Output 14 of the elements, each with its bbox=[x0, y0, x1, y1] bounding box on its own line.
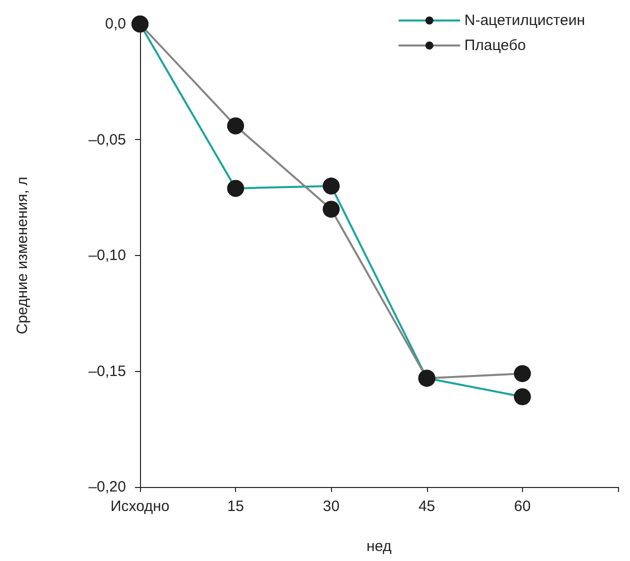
legend-label: N-ацетилцистеин bbox=[464, 12, 586, 29]
x-tick-label: 45 bbox=[418, 498, 436, 515]
x-tick-label: 30 bbox=[322, 498, 340, 515]
x-tick-label: 60 bbox=[514, 498, 531, 515]
y-tick-label: –0,10 bbox=[88, 247, 126, 264]
x-axis-title: нед bbox=[366, 538, 392, 555]
y-tick-label: –0,20 bbox=[88, 478, 126, 496]
y-tick-label: –0,15 bbox=[88, 362, 126, 380]
y-tick-label: –0,05 bbox=[88, 131, 126, 148]
x-tick-label: Исходно bbox=[110, 498, 170, 515]
y-tick-label: 0,0 bbox=[105, 16, 126, 32]
y-axis-title: Средние изменения, л bbox=[14, 176, 31, 334]
legend-label: Плацебо bbox=[464, 37, 526, 54]
x-tick-label: 15 bbox=[227, 498, 244, 515]
